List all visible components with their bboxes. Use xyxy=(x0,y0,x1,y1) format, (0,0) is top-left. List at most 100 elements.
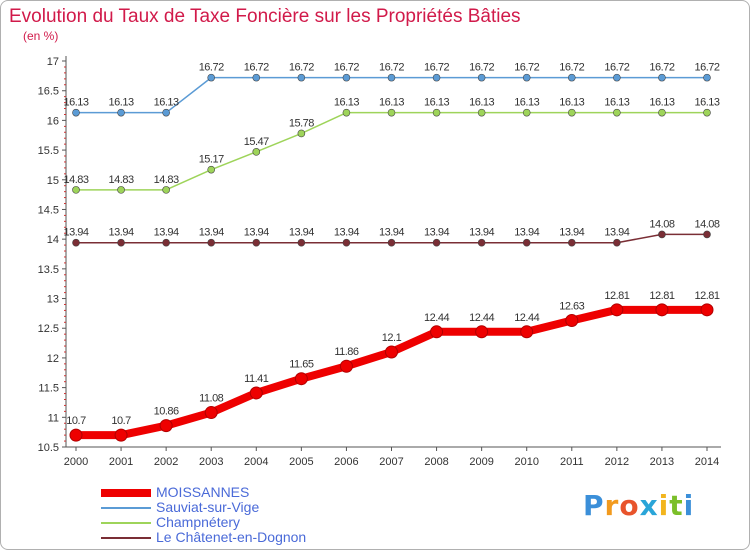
x-tick-label: 2004 xyxy=(244,456,268,468)
data-point xyxy=(342,73,351,82)
data-point xyxy=(475,325,489,339)
data-label: 14.08 xyxy=(649,218,674,230)
data-point xyxy=(162,238,170,247)
data-label: 13.94 xyxy=(63,227,88,239)
data-label: 15.78 xyxy=(289,117,314,129)
data-point xyxy=(342,108,351,117)
data-label: 13.94 xyxy=(109,227,134,239)
x-tick-label: 2007 xyxy=(379,456,403,468)
data-point xyxy=(162,186,170,194)
data-point xyxy=(252,238,261,247)
data-label: 13.94 xyxy=(559,227,584,239)
data-point xyxy=(567,238,576,247)
x-tick-label: 2012 xyxy=(605,456,629,468)
data-point xyxy=(117,108,125,117)
y-tick-label: 13.5 xyxy=(38,264,59,276)
data-label: 12.63 xyxy=(559,301,584,313)
data-point xyxy=(703,73,711,82)
x-tick-label: 2006 xyxy=(334,456,358,468)
data-point xyxy=(430,325,444,339)
data-label: 13.94 xyxy=(289,227,314,239)
data-point xyxy=(565,314,579,328)
legend-item: Champnétery xyxy=(101,515,306,530)
y-tick-label: 14.5 xyxy=(38,204,59,216)
logo-letter: x xyxy=(639,489,659,522)
data-label: 11.65 xyxy=(289,359,314,371)
data-label: 13.94 xyxy=(424,227,449,239)
data-label: 16.13 xyxy=(694,97,719,109)
legend-label: MOISSANNES xyxy=(156,484,250,500)
data-label: 16.13 xyxy=(514,97,539,109)
data-label: 16.13 xyxy=(334,97,359,109)
data-point xyxy=(477,238,486,247)
data-label: 10.7 xyxy=(111,415,131,427)
data-label: 11.41 xyxy=(244,373,269,385)
data-label: 16.72 xyxy=(244,62,269,74)
data-point xyxy=(249,386,263,400)
y-tick-label: 12.5 xyxy=(38,323,59,335)
data-point xyxy=(610,303,624,317)
data-point xyxy=(297,129,306,138)
data-point xyxy=(567,73,576,82)
data-label: 16.72 xyxy=(514,62,539,74)
data-label: 16.13 xyxy=(469,97,494,109)
data-label: 16.72 xyxy=(604,62,629,74)
x-tick-label: 2000 xyxy=(64,456,88,468)
x-tick-label: 2005 xyxy=(289,456,313,468)
data-point xyxy=(432,73,441,82)
data-label: 16.13 xyxy=(109,97,134,109)
logo-letter: i xyxy=(658,489,670,522)
y-tick-label: 10.5 xyxy=(38,442,59,454)
data-label: 14.08 xyxy=(694,218,719,230)
data-point xyxy=(207,238,216,247)
data-label: 14.83 xyxy=(154,174,179,186)
data-label: 16.72 xyxy=(649,62,674,74)
data-label: 16.13 xyxy=(604,97,629,109)
legend-label: Sauviat-sur-Vige xyxy=(156,499,260,515)
y-tick-label: 16 xyxy=(47,115,59,127)
data-point xyxy=(703,230,711,239)
data-point xyxy=(159,419,173,433)
data-label: 12.81 xyxy=(604,290,629,302)
data-label: 15.17 xyxy=(199,154,224,166)
data-point xyxy=(520,325,534,339)
y-tick-label: 14 xyxy=(47,234,59,246)
data-point xyxy=(522,73,531,82)
data-label: 12.81 xyxy=(694,290,719,302)
data-point xyxy=(72,108,80,117)
legend-swatch xyxy=(101,536,151,539)
data-label: 11.86 xyxy=(334,346,359,358)
data-point xyxy=(658,73,666,82)
data-label: 13.94 xyxy=(379,227,404,239)
chart-legend: MOISSANNES Sauviat-sur-Vige Champnétery Le … xyxy=(101,485,306,545)
legend-item: MOISSANNES xyxy=(101,485,306,500)
data-label: 14.83 xyxy=(109,174,134,186)
data-label: 13.94 xyxy=(604,227,629,239)
data-label: 16.72 xyxy=(289,62,314,74)
legend-swatch xyxy=(101,488,151,497)
data-label: 15.47 xyxy=(244,136,269,148)
data-point xyxy=(658,230,666,239)
data-point xyxy=(162,108,170,117)
data-point xyxy=(294,372,308,386)
data-label: 16.13 xyxy=(63,97,88,109)
x-tick-label: 2009 xyxy=(469,456,493,468)
data-point xyxy=(297,238,306,247)
y-tick-label: 13 xyxy=(47,294,59,306)
x-tick-label: 2014 xyxy=(695,456,719,468)
data-point xyxy=(387,73,396,82)
data-point xyxy=(342,238,351,247)
data-label: 16.13 xyxy=(649,97,674,109)
data-label: 13.94 xyxy=(199,227,224,239)
logo-letter: o xyxy=(619,489,640,522)
data-label: 13.94 xyxy=(244,227,269,239)
x-tick-label: 2008 xyxy=(424,456,448,468)
data-point xyxy=(385,345,398,359)
legend-swatch xyxy=(101,506,151,509)
logo-letter: r xyxy=(604,489,620,522)
data-label: 12.44 xyxy=(514,312,539,324)
data-point xyxy=(387,238,396,247)
x-tick-label: 2001 xyxy=(109,456,133,468)
data-point xyxy=(613,238,621,247)
